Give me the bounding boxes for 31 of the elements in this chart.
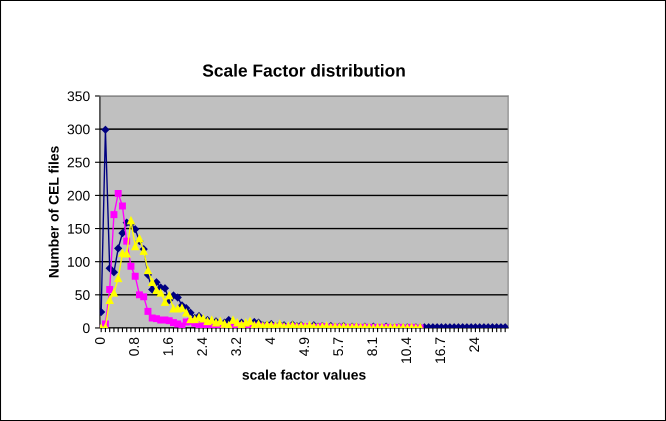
y-tick-label: 250 [68,158,90,168]
x-tick-label: 1.6 [163,338,173,356]
point [106,286,114,293]
point [114,190,122,197]
x-tick-label: 3.2 [231,338,241,356]
y-tick-label: 300 [68,124,90,134]
point [132,272,139,280]
y-tick-label: 100 [68,257,90,267]
x-tick-label: 0.8 [129,338,139,356]
point [144,308,152,315]
x-tick-label: 4 [265,337,275,344]
chart-title: Scale Factor distribution [202,64,405,77]
point [110,211,118,218]
x-tick-label: 24 [469,337,480,352]
x-tick-label: 8.1 [367,338,378,356]
x-tick-label: 0 [95,338,105,344]
y-tick-label: 0 [82,323,90,334]
x-tick-label: 2.4 [197,337,207,356]
y-tick-label: 50 [75,290,90,300]
y-tick-label: 200 [68,190,90,201]
x-tick-label: 5.7 [333,338,344,356]
y-tick-label: 150 [68,224,90,234]
y-tick-label: 350 [68,91,90,102]
x-axis-title: scale factor values [242,370,366,380]
point [140,293,148,300]
x-tick-label: 10.4 [401,337,412,363]
x-tick-label: 4.9 [299,338,310,356]
x-tick-label: 16.7 [435,338,446,363]
y-axis-title: Number of CEL files [48,146,59,278]
point [118,202,126,210]
point [127,262,134,270]
